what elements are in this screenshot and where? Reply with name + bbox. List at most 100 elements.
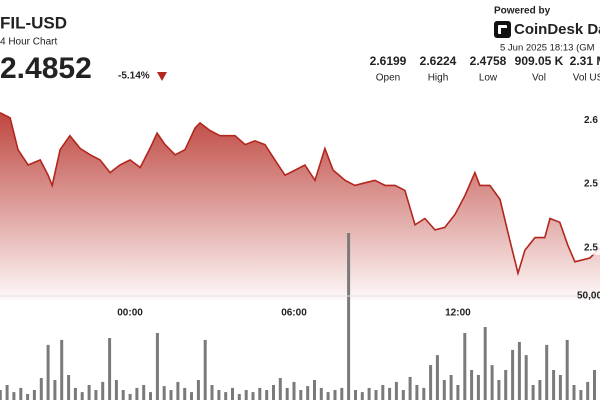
powered-by: Powered by	[494, 6, 551, 17]
volume-bar	[354, 390, 357, 400]
header: FIL-USD 4 Hour Chart 2.4852 -5.14% Power…	[0, 6, 600, 85]
volume-bar	[67, 375, 71, 400]
volume-bar	[190, 392, 193, 400]
volume-bar	[210, 385, 214, 400]
volume-bar	[333, 390, 337, 400]
stat-label: Low	[479, 73, 498, 84]
volume-bar	[593, 370, 596, 400]
volume-bar	[381, 385, 385, 400]
volume-bar	[217, 390, 221, 400]
volume-bar	[347, 233, 351, 400]
volume-bar	[149, 392, 152, 400]
volume-bar	[545, 344, 549, 400]
volume-bar	[435, 355, 439, 400]
volume-bar	[429, 365, 433, 400]
tick-label-bg	[580, 240, 600, 255]
x-tick-label: 00:00	[117, 308, 143, 319]
volume-bar	[162, 386, 166, 400]
volume-bar	[121, 390, 125, 400]
volume-bar	[101, 381, 105, 400]
volume-bar	[586, 381, 590, 400]
volume-bar	[538, 380, 542, 400]
volume-bar	[572, 385, 576, 400]
y-tick-label: 2.6	[584, 115, 598, 126]
volume-bar	[463, 333, 467, 400]
volume-bar	[490, 365, 494, 400]
volume-bar	[272, 385, 275, 400]
volume-bar	[251, 392, 255, 400]
volume-bar	[176, 381, 180, 400]
y2-tick-label: 50,00	[577, 291, 600, 302]
volume-bar	[5, 385, 9, 400]
volume-bar	[476, 375, 480, 400]
volume-bar	[408, 376, 412, 400]
logo	[494, 21, 511, 38]
volume-bar	[87, 385, 91, 400]
volume-bar	[401, 390, 405, 400]
volume-bar	[108, 338, 112, 400]
stat-value: 2.4758	[470, 54, 507, 68]
volume-bar	[388, 387, 392, 400]
down-arrow	[157, 72, 167, 81]
volume-bar	[394, 381, 398, 400]
volume-bar	[128, 394, 132, 400]
stat-label: Open	[376, 73, 400, 84]
volume-bar	[326, 392, 330, 400]
volume-bar	[73, 387, 77, 400]
stat-value: 2.31 M	[570, 54, 600, 68]
volume-bar	[374, 390, 378, 400]
volume-bar	[142, 385, 146, 400]
volume-bar	[0, 390, 2, 400]
volume-bar	[470, 370, 474, 400]
change: -5.14%	[118, 71, 150, 82]
symbol: FIL-USD	[0, 13, 67, 32]
volume-bar	[32, 390, 36, 400]
volume-bar	[340, 387, 344, 400]
volume-bar	[155, 333, 159, 400]
volume-bar	[231, 387, 234, 400]
plot	[0, 111, 600, 400]
stat-label: Vol	[532, 73, 546, 84]
volume-bar	[12, 392, 16, 400]
stat-label: High	[428, 73, 449, 84]
volume-bar	[285, 387, 289, 400]
volume-bar	[367, 387, 371, 400]
stat-value: 2.6199	[370, 54, 407, 68]
volume-bar	[60, 339, 64, 400]
volume-bar	[360, 392, 364, 400]
volume-bar	[258, 387, 262, 400]
volume-bar	[552, 370, 556, 400]
volume-bar	[483, 327, 487, 400]
volume-bar	[53, 380, 57, 400]
volume-bar	[422, 387, 426, 400]
volume-bar	[517, 342, 521, 400]
price: 2.4852	[0, 52, 92, 85]
volume-bar	[306, 386, 310, 400]
volume-bar	[80, 392, 84, 400]
volume-bar	[19, 387, 23, 400]
volume-bar	[292, 381, 296, 400]
y-tick-label: 2.5	[584, 179, 598, 190]
volume-bar	[94, 390, 98, 400]
volume-bar	[265, 390, 269, 400]
stat-value: 2.6224	[420, 54, 457, 68]
volume-bar	[26, 394, 30, 400]
volume-bar	[203, 339, 207, 400]
volume-bar	[504, 370, 508, 400]
price-area	[0, 112, 600, 300]
volume-bar	[456, 385, 460, 400]
volume-bar	[565, 339, 569, 400]
volume-bar	[39, 378, 43, 400]
volume-bar	[244, 390, 248, 400]
volume-bar	[46, 344, 50, 400]
price-line	[0, 111, 600, 277]
brand: CoinDesk Dat	[514, 21, 600, 38]
stat-label: Vol US	[573, 73, 600, 84]
volume-bar	[497, 380, 501, 400]
volume-bar	[415, 385, 419, 400]
volume-bar	[313, 380, 316, 400]
volume-bar	[524, 355, 528, 400]
stat-value: 909.05 K	[515, 54, 564, 68]
volume-bar	[511, 349, 515, 400]
